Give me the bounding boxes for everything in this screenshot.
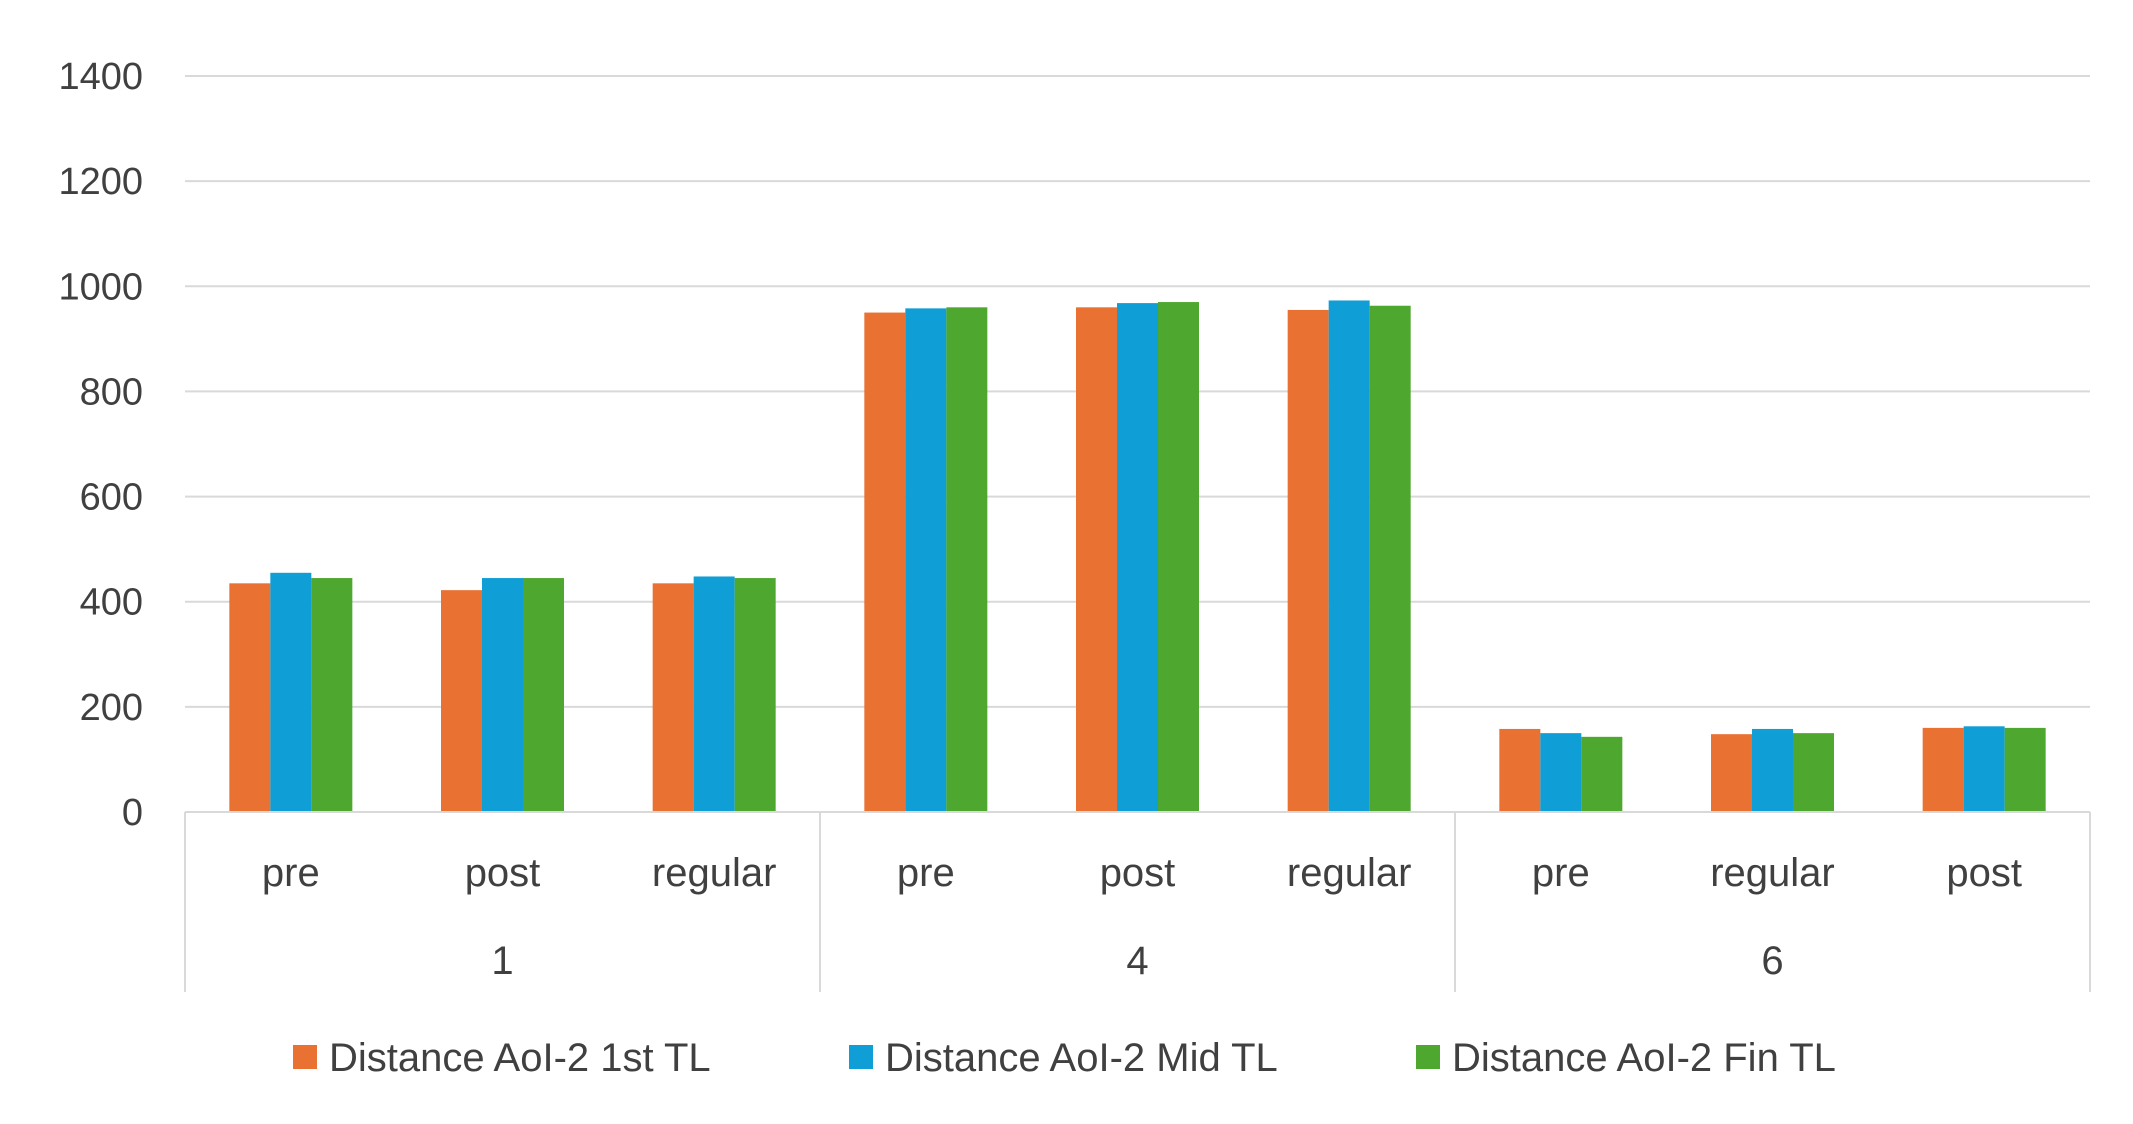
y-tick-label: 1000	[58, 266, 143, 308]
y-tick-labels: 0 200 400 600 800 1000 1200 1400	[58, 56, 143, 834]
legend-label: Distance AoI-2 Fin TL	[1452, 1036, 1836, 1080]
y-tick-label: 200	[80, 687, 143, 729]
x-group-label: 6	[1761, 939, 1783, 983]
bar	[1540, 733, 1582, 812]
bar	[229, 583, 271, 812]
x-category-label: pre	[262, 851, 320, 895]
bar	[1581, 736, 1623, 812]
bar	[270, 572, 312, 812]
bar	[1963, 726, 2005, 812]
x-category-label: post	[1946, 851, 2022, 895]
x-category-label: post	[1100, 851, 1176, 895]
bar	[482, 578, 523, 812]
x-category-label: regular	[652, 851, 777, 895]
bar	[1287, 309, 1329, 812]
y-tick-label: 1400	[58, 56, 143, 98]
x-category-labels: pre post regular pre post regular pre regular po…	[262, 851, 2022, 895]
bar	[1793, 733, 1834, 812]
bar	[1499, 728, 1541, 812]
x-category-label: regular	[1287, 851, 1412, 895]
y-tick-label: 1200	[58, 161, 143, 203]
axes	[184, 811, 2091, 992]
legend-swatch	[849, 1045, 873, 1069]
bar	[693, 576, 735, 812]
bar	[1752, 728, 1793, 812]
bar	[2004, 727, 2046, 812]
bar	[1158, 302, 1199, 812]
bar	[1117, 303, 1158, 812]
bar	[905, 308, 947, 812]
x-category-label: regular	[1710, 851, 1835, 895]
legend-swatch	[1416, 1045, 1440, 1069]
x-category-label: pre	[897, 851, 955, 895]
x-group-label: 1	[491, 939, 513, 983]
y-tick-label: 0	[122, 792, 143, 834]
x-group-labels: 1 4 6	[491, 939, 1783, 983]
legend-label: Distance AoI-2 1st TL	[329, 1036, 711, 1080]
legend-swatch	[293, 1045, 317, 1069]
x-group-label: 4	[1126, 939, 1148, 983]
y-tick-label: 600	[80, 477, 143, 519]
bar	[523, 578, 564, 812]
bar	[1369, 305, 1411, 812]
bar	[946, 307, 988, 812]
bar	[864, 312, 906, 812]
bar	[734, 578, 776, 812]
legend-label: Distance AoI-2 Mid TL	[885, 1036, 1278, 1080]
legend: Distance AoI-2 1st TL Distance AoI-2 Mid …	[293, 1036, 1836, 1080]
bar	[652, 583, 694, 812]
y-tick-label: 800	[80, 371, 143, 413]
bar	[441, 590, 482, 812]
bars	[229, 300, 2046, 812]
bar	[1711, 734, 1752, 812]
bar	[1328, 300, 1370, 812]
bar	[311, 578, 353, 812]
x-category-label: pre	[1532, 851, 1590, 895]
bar	[1076, 307, 1117, 812]
x-category-label: post	[465, 851, 541, 895]
bar	[1922, 727, 1964, 812]
y-tick-label: 400	[80, 582, 143, 624]
